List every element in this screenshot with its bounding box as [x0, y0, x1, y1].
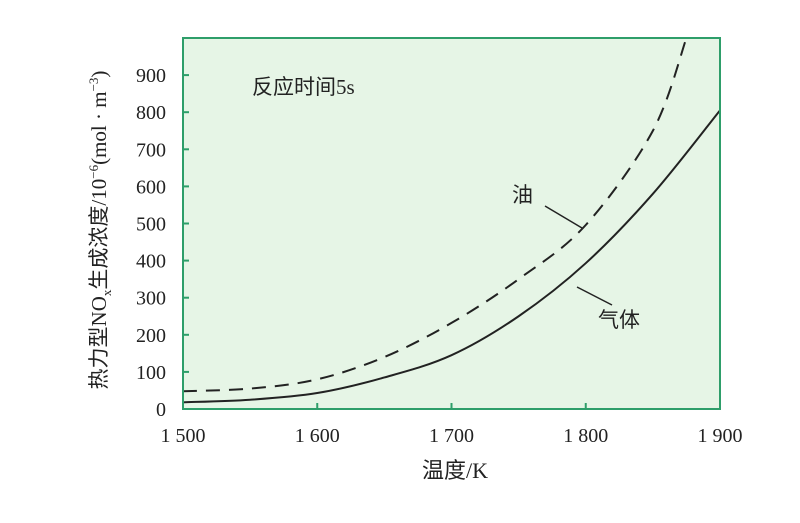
x-tick-label: 1 600	[295, 425, 340, 447]
y-tick-label: 500	[136, 214, 166, 236]
y-tick-label: 400	[136, 251, 166, 273]
x-tick-label: 1 800	[563, 425, 608, 447]
y-tick-label: 200	[136, 325, 166, 347]
y-tick-label: 800	[136, 102, 166, 124]
annotation-reaction-time: 反应时间5s	[252, 75, 355, 99]
y-tick-label: 600	[136, 176, 166, 198]
leader-line-gas	[576, 286, 613, 306]
x-tick-label: 1 900	[698, 425, 743, 447]
x-tick-label: 1 500	[161, 425, 206, 447]
y-tick-label: 900	[136, 65, 166, 87]
y-axis-label: 热力型NOx生成浓度/10−6(mol · m−3)	[86, 71, 114, 390]
leader-line-oil	[544, 205, 583, 229]
plot-area	[183, 38, 720, 409]
plot-frame	[182, 37, 721, 410]
series-line-oil	[182, 37, 688, 393]
series-line-gas	[182, 109, 721, 404]
y-tick-label: 300	[136, 288, 166, 310]
x-tick-label: 1 700	[429, 425, 474, 447]
series-label-gas: 气体	[598, 308, 640, 332]
y-tick-label: 100	[136, 362, 166, 384]
y-tick-label: 0	[156, 399, 166, 421]
y-tick-label: 700	[136, 139, 166, 161]
x-axis-label: 温度/K	[422, 458, 488, 483]
series-label-oil: 油	[512, 183, 533, 207]
